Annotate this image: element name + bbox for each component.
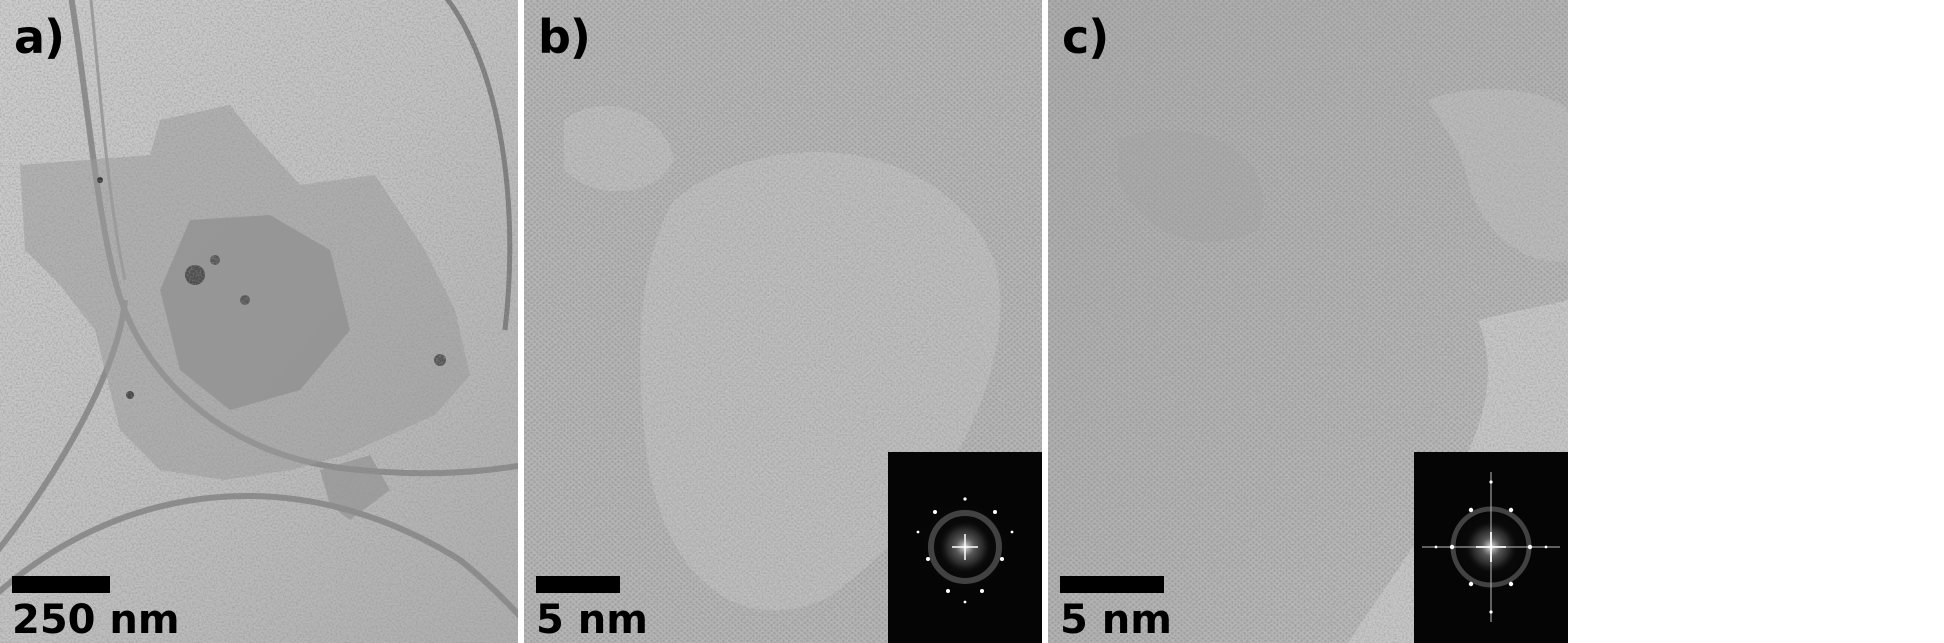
panel-a: a) 250 nm <box>0 0 518 643</box>
panel-c: c) 5 nm <box>1048 0 1568 643</box>
scale-label-b: 5 nm <box>536 597 648 643</box>
tem-image-a <box>0 0 518 643</box>
scale-bar-b <box>536 576 620 593</box>
fft-inset-c <box>1414 452 1568 643</box>
fft-inset-b <box>888 452 1042 643</box>
scale-bar-c <box>1060 576 1164 593</box>
panel-label-b: b) <box>538 10 591 64</box>
scale-label-c: 5 nm <box>1060 597 1172 643</box>
scale-bar-a <box>12 576 110 593</box>
scale-label-a: 250 nm <box>12 597 180 643</box>
panel-label-c: c) <box>1062 10 1109 64</box>
panel-b: b) 5 nm <box>524 0 1042 643</box>
panel-label-a: a) <box>14 10 65 64</box>
